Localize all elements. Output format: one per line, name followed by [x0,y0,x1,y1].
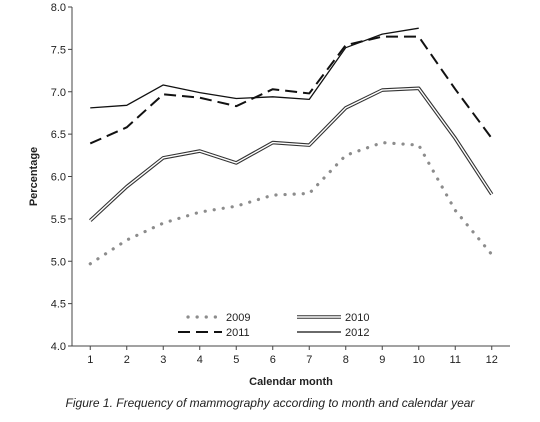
y-tick-label: 6.5 [51,129,66,141]
legend-label-2012: 2012 [345,327,369,339]
x-tick-label: 8 [343,354,349,366]
legend-label-2010: 2010 [345,312,369,324]
y-tick-label: 7.5 [51,44,66,56]
x-axis-title: Calendar month [249,376,333,388]
legend-entry-2010: 2010 [297,312,369,324]
series-line-2010 [89,87,493,222]
line-chart: 4.04.55.05.56.06.57.07.58.01 2 3 4 5 6 7 8 9 10 11… [28,2,510,388]
y-tick-label: 8.0 [51,2,66,14]
legend: 2009 2010 2011 2012 [178,312,369,339]
axes: 4.04.55.05.56.06.57.07.58.01 2 3 4 5 6 7 8 9 10 11… [28,2,510,388]
x-tick-label: 4 [197,354,203,366]
series-line-2009 [88,141,494,266]
series-2012 [90,27,419,109]
legend-entry-2011: 2011 [178,327,250,339]
figure-caption: Figure 1. Frequency of mammography accor… [65,396,475,410]
y-tick-label: 4.0 [51,341,66,353]
y-axis-title: Percentage [28,147,40,206]
legend-label-2011: 2011 [226,327,250,339]
legend-entry-2012: 2012 [297,327,369,339]
x-tick-label: 6 [270,354,276,366]
series-2010 [89,86,494,222]
series-2011 [89,35,493,145]
x-tick-label: 7 [306,354,312,366]
legend-entry-2009: 2009 [186,312,250,324]
x-tick-label: 11 [450,354,461,366]
series-line-2010 [89,86,494,222]
y-tick-label: 4.5 [51,299,66,311]
x-tick-label: 3 [160,354,166,366]
x-tick-label: 9 [379,354,385,366]
series-layer [88,27,494,266]
y-tick-label: 6.0 [51,172,66,184]
y-tick-label: 7.0 [51,87,66,99]
y-tick-label: 5.5 [51,214,66,226]
y-tick-label: 5.0 [51,256,66,268]
series-line-2011 [89,35,493,145]
series-2009 [88,141,494,266]
series-line-2012 [90,27,419,109]
x-tick-label: 1 [87,354,93,366]
legend-label-2009: 2009 [226,312,250,324]
x-tick-label: 10 [413,354,425,366]
x-tick-label: 5 [233,354,239,366]
x-tick-label: 2 [124,354,130,366]
x-tick-label: 12 [486,354,498,366]
